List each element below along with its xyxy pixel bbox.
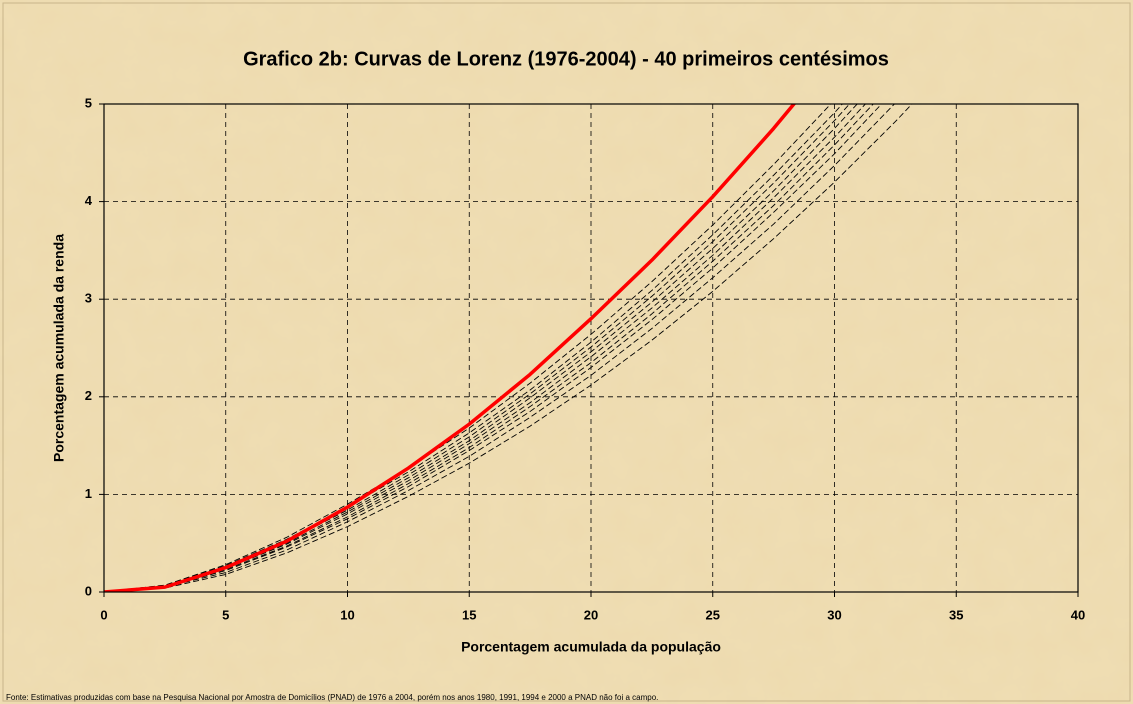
lorenz-curve bbox=[104, 104, 913, 592]
x-tick-label: 0 bbox=[100, 607, 107, 622]
y-tick-label: 5 bbox=[85, 95, 92, 110]
y-tick-label: 2 bbox=[85, 388, 92, 403]
lorenz-curve bbox=[104, 104, 874, 592]
x-tick-label: 35 bbox=[949, 607, 963, 622]
ticks: 0 5 10 15 20 25 30 35 40 0 1 2 3 4 5 bbox=[85, 95, 1085, 622]
x-tick-label: 20 bbox=[584, 607, 598, 622]
y-tick-label: 1 bbox=[85, 486, 92, 501]
y-tick-label: 3 bbox=[85, 291, 92, 306]
x-tick-label: 10 bbox=[340, 607, 354, 622]
lorenz-curve bbox=[104, 104, 797, 592]
footnote: Fonte: Estimativas produzidas com base n… bbox=[6, 693, 658, 702]
x-tick-label: 30 bbox=[827, 607, 841, 622]
y-tick-label: 4 bbox=[85, 193, 93, 208]
lorenz-curve bbox=[104, 104, 832, 592]
x-tick-label: 40 bbox=[1071, 607, 1085, 622]
y-axis-label: Porcentagem acumulada da renda bbox=[51, 234, 67, 462]
chart-title: Grafico 2b: Curvas de Lorenz (1976-2004)… bbox=[243, 48, 889, 70]
x-axis-label: Porcentagem acumulada da população bbox=[461, 639, 721, 655]
x-tick-label: 15 bbox=[462, 607, 476, 622]
lorenz-curve bbox=[104, 104, 843, 592]
plot-lines bbox=[104, 104, 913, 592]
lorenz-curve bbox=[104, 104, 883, 592]
x-tick-label: 5 bbox=[222, 607, 229, 622]
y-tick-label: 0 bbox=[85, 583, 92, 598]
x-tick-label: 25 bbox=[706, 607, 720, 622]
